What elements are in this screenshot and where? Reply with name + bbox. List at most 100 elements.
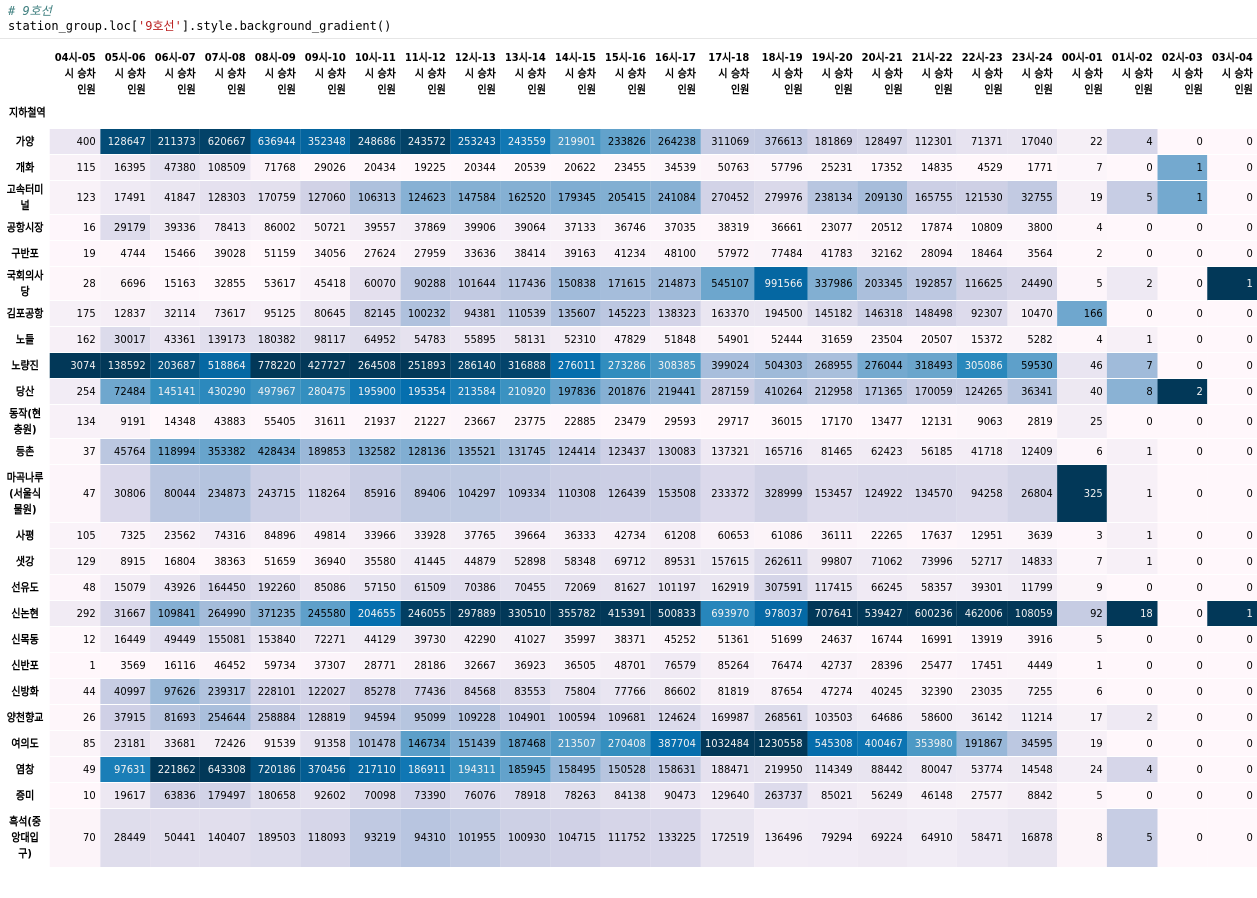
row-index-label: 당산 xyxy=(0,379,50,405)
code-cell[interactable]: # 9호선 station_group.loc['9호선'].style.bac… xyxy=(8,4,391,34)
column-header: 23시-24 시 승차 인원 xyxy=(1007,50,1057,100)
table-cell: 57796 xyxy=(753,154,808,181)
table-cell: 15079 xyxy=(100,574,151,601)
row-index-line: 김포공항 xyxy=(6,306,44,320)
table-cell: 36111 xyxy=(807,522,858,549)
table-cell: 83553 xyxy=(500,678,551,705)
table-cell: 3 xyxy=(1057,522,1108,549)
column-header-line: 10시-11 xyxy=(354,51,396,64)
table-cell: 52444 xyxy=(753,326,808,353)
table-cell: 97631 xyxy=(100,756,151,783)
column-header: 08시-09 시 승차 인원 xyxy=(250,50,300,100)
table-cell: 3564 xyxy=(1007,240,1058,267)
table-cell: 8842 xyxy=(1007,782,1058,809)
table-cell: 201876 xyxy=(600,378,651,405)
table-cell: 211373 xyxy=(150,128,201,155)
table-row: 김포공항 175 12837 32114 73617 95125 80645 82145 100… xyxy=(0,300,1257,327)
empty-header-cell xyxy=(50,100,100,129)
table-cell: 6 xyxy=(1057,438,1108,465)
column-header-line: 시 승차 xyxy=(1121,67,1153,80)
table-cell: 128136 xyxy=(400,438,451,465)
table-cell: 25231 xyxy=(807,154,858,181)
styled-dataframe: 04시-05 시 승차 인원 05시-06 시 승차 인원 06시-07 시 승차 인원 07시-… xyxy=(0,50,1257,867)
table-cell: 42290 xyxy=(450,626,501,653)
table-cell: 238134 xyxy=(807,180,858,215)
column-header-line: 17시-18 xyxy=(708,51,750,64)
table-cell: 40245 xyxy=(857,678,908,705)
table-cell: 85 xyxy=(50,730,101,757)
table-cell: 39557 xyxy=(350,214,401,241)
table-cell: 0 xyxy=(1157,522,1208,549)
table-cell: 5 xyxy=(1107,180,1158,215)
table-cell: 26 xyxy=(50,704,101,731)
column-header-line: 인원 xyxy=(277,83,296,96)
table-cell: 2 xyxy=(1057,240,1108,267)
table-cell: 43361 xyxy=(150,326,201,353)
table-cell: 72426 xyxy=(200,730,251,757)
table-cell: 122027 xyxy=(300,678,351,705)
table-cell: 12409 xyxy=(1007,438,1058,465)
row-index-label: 김포공항 xyxy=(0,301,50,327)
table-cell: 47380 xyxy=(150,154,201,181)
table-row: 샛강 129 8915 16804 38363 51659 36940 35580 41445 4… xyxy=(0,548,1257,575)
column-header-line: 시 승차 xyxy=(921,67,953,80)
row-index-label: 노량진 xyxy=(0,353,50,379)
row-index-line: 물원) xyxy=(13,502,37,516)
table-cell: 54783 xyxy=(400,326,451,353)
table-cell: 69224 xyxy=(857,808,908,867)
table-cell: 8915 xyxy=(100,548,151,575)
table-cell: 778220 xyxy=(250,352,301,379)
table-cell: 66245 xyxy=(857,574,908,601)
table-cell: 21937 xyxy=(350,404,401,439)
table-cell: 0 xyxy=(1207,300,1257,327)
table-cell: 28094 xyxy=(907,240,958,267)
index-name: 지하철역 xyxy=(9,106,46,119)
table-cell: 162919 xyxy=(700,574,754,601)
row-index-line: 고속터미 xyxy=(6,182,44,196)
table-cell: 428434 xyxy=(250,438,301,465)
table-cell: 108509 xyxy=(200,154,251,181)
table-cell: 39336 xyxy=(150,214,201,241)
table-row: 마곡나루 (서울식 물원) 47 30806 80044 234873 243715 11826… xyxy=(0,464,1257,523)
cell-divider xyxy=(0,38,1257,39)
table-cell: 205415 xyxy=(600,180,651,215)
table-cell: 76579 xyxy=(650,652,701,679)
table-cell: 192260 xyxy=(250,574,301,601)
table-cell: 133225 xyxy=(650,808,701,867)
table-cell: 643308 xyxy=(200,756,251,783)
table-cell: 103503 xyxy=(807,704,858,731)
table-cell: 51659 xyxy=(250,548,301,575)
row-index-line: 구반포 xyxy=(11,246,39,260)
empty-header-cell xyxy=(400,100,450,129)
table-cell: 85086 xyxy=(300,574,351,601)
table-cell: 123437 xyxy=(600,438,651,465)
table-cell: 430290 xyxy=(200,378,251,405)
column-header: 16시-17 시 승차 인원 xyxy=(650,50,700,100)
table-cell: 41234 xyxy=(600,240,651,267)
table-cell: 94258 xyxy=(957,464,1008,523)
table-row: 고속터미 널 123 17491 41847 128303 170759 127060 1063… xyxy=(0,180,1257,215)
table-cell: 311069 xyxy=(700,128,754,155)
empty-header-cell xyxy=(957,100,1007,129)
empty-header-cell xyxy=(150,100,200,129)
table-cell: 101955 xyxy=(450,808,501,867)
table-cell: 28771 xyxy=(350,652,401,679)
table-cell: 43926 xyxy=(150,574,201,601)
table-cell: 27624 xyxy=(350,240,401,267)
table-cell: 0 xyxy=(1107,574,1158,601)
table-cell: 462006 xyxy=(957,600,1008,627)
table-cell: 0 xyxy=(1207,128,1257,155)
table-cell: 34539 xyxy=(650,154,701,181)
table-row: 사평 105 7325 23562 74316 84896 49814 33966 33928 3… xyxy=(0,522,1257,549)
table-cell: 0 xyxy=(1207,352,1257,379)
table-cell: 1 xyxy=(1107,522,1158,549)
column-header: 19시-20 시 승차 인원 xyxy=(807,50,857,100)
table-cell: 80044 xyxy=(150,464,201,523)
table-cell: 0 xyxy=(1157,600,1208,627)
column-header-line: 22시-23 xyxy=(961,51,1003,64)
table-cell: 112301 xyxy=(907,128,958,155)
table-cell: 0 xyxy=(1157,214,1208,241)
table-cell: 19617 xyxy=(100,782,151,809)
table-cell: 16395 xyxy=(100,154,151,181)
table-cell: 4744 xyxy=(100,240,151,267)
